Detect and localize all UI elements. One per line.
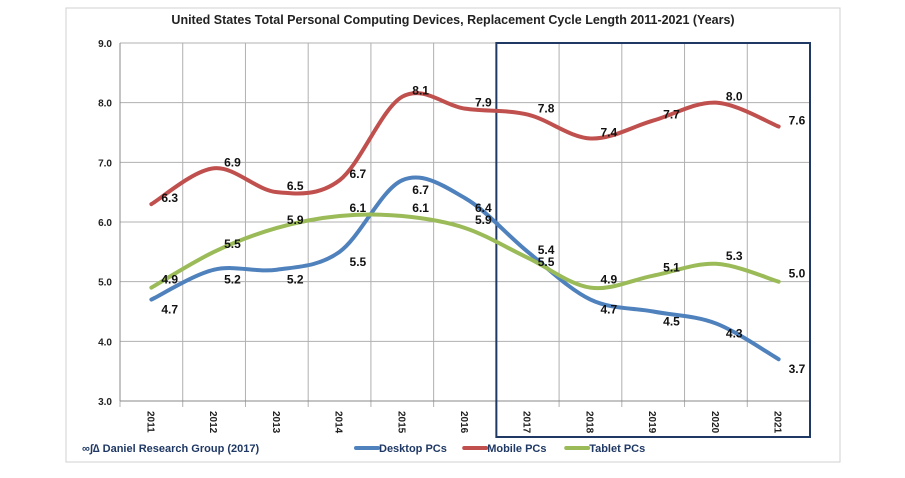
x-tick-label: 2021 (772, 411, 783, 434)
data-label: 5.3 (726, 249, 743, 263)
x-tick-label: 2012 (207, 411, 218, 434)
x-tick-label: 2020 (709, 411, 720, 434)
data-label: 6.5 (287, 179, 304, 193)
data-label: 6.7 (350, 167, 367, 181)
data-label: 4.3 (726, 326, 743, 340)
data-label: 6.3 (161, 191, 178, 205)
x-tick-label: 2011 (144, 411, 155, 433)
data-label: 5.2 (287, 273, 304, 287)
legend-label: Desktop PCs (379, 443, 447, 455)
y-tick-label: 9.0 (98, 39, 112, 50)
data-label: 5.5 (224, 237, 241, 251)
data-label: 5.9 (475, 213, 492, 227)
data-label: 6.1 (350, 201, 367, 215)
x-tick-label: 2014 (333, 411, 344, 434)
y-tick-label: 3.0 (98, 397, 112, 408)
data-label: 7.8 (538, 102, 555, 116)
data-label: 4.5 (663, 315, 680, 329)
data-label: 7.4 (600, 125, 617, 139)
series-line-mobile-pcs (149, 91, 781, 207)
legend-label: Tablet PCs (589, 443, 645, 455)
chart-border (65, 7, 841, 463)
data-label: 5.1 (663, 261, 680, 275)
data-label: 8.0 (726, 90, 743, 104)
y-tick-label: 5.0 (98, 278, 112, 289)
data-label: 6.4 (475, 201, 492, 215)
x-tick-label: 2018 (583, 411, 594, 434)
data-label: 6.1 (412, 201, 429, 215)
data-label: 3.7 (789, 362, 806, 376)
data-label: 7.6 (789, 114, 806, 128)
data-label: 5.5 (350, 255, 367, 269)
data-label: 6.9 (224, 155, 241, 169)
data-label: 5.5 (538, 255, 555, 269)
y-tick-label: 6.0 (98, 218, 112, 229)
y-tick-label: 7.0 (98, 158, 112, 169)
x-tick-label: 2015 (395, 411, 406, 434)
data-label: 4.7 (600, 303, 617, 317)
data-label: 5.4 (538, 243, 555, 257)
data-label: 5.9 (287, 213, 304, 227)
data-label: 4.7 (161, 303, 178, 317)
data-label: 4.9 (600, 273, 617, 287)
data-label: 7.9 (475, 96, 492, 110)
source-note: ∞∫∆ Daniel Research Group (2017) (82, 443, 259, 455)
series-line-tablet-pcs (149, 212, 781, 291)
data-label: 5.0 (789, 267, 806, 281)
y-tick-label: 8.0 (98, 99, 112, 110)
x-tick-label: 2016 (458, 411, 469, 434)
data-label: 6.7 (412, 183, 429, 197)
data-label: 5.2 (224, 273, 241, 287)
data-label: 4.9 (161, 273, 178, 287)
legend-label: Mobile PCs (487, 443, 546, 455)
data-label: 7.7 (663, 108, 680, 122)
data-label: 8.1 (412, 84, 429, 98)
x-tick-label: 2013 (270, 411, 281, 434)
chart-title: United States Total Personal Computing D… (171, 13, 734, 27)
series-line-desktop-pcs (149, 175, 781, 362)
x-tick-label: 2017 (521, 411, 532, 434)
y-tick-label: 4.0 (98, 337, 112, 348)
x-tick-label: 2019 (646, 411, 657, 434)
